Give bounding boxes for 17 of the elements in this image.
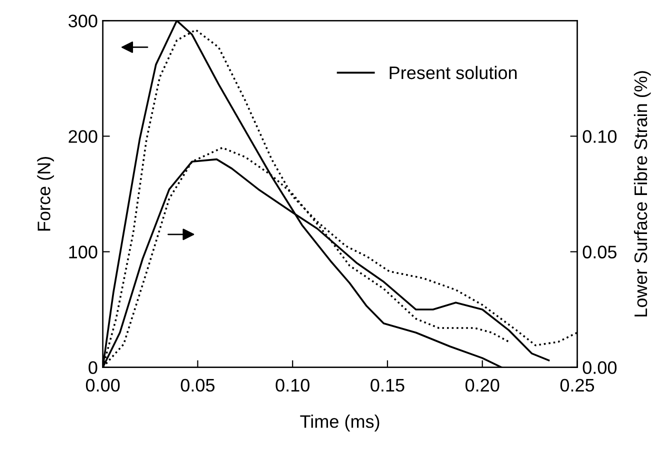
y-axis-title: Force (N) bbox=[37, 156, 54, 231]
legend-label: Present solution bbox=[390, 66, 517, 80]
y-tick-label: 0 bbox=[88, 361, 98, 374]
x-tick-label: 0.15 bbox=[370, 378, 404, 392]
y2-axis-title: Lower Surface Fibre Strain (%) bbox=[634, 71, 651, 316]
x-tick-label: 0.25 bbox=[560, 378, 594, 392]
x-tick-label: 0.00 bbox=[86, 378, 120, 392]
x-tick-label: 0.20 bbox=[466, 378, 500, 392]
y2-tick-label: 0.10 bbox=[582, 130, 617, 143]
x-tick-label: 0.10 bbox=[276, 378, 310, 392]
y-tick-label: 200 bbox=[68, 130, 98, 143]
x-tick-label: 0.05 bbox=[180, 378, 215, 392]
x-axis-title: Time (ms) bbox=[300, 414, 380, 432]
y-tick-label: 100 bbox=[69, 246, 98, 258]
y-tick-label: 300 bbox=[68, 14, 98, 28]
y2-tick-label: 0.00 bbox=[582, 361, 617, 374]
y2-tick-label: 0.05 bbox=[582, 246, 616, 258]
